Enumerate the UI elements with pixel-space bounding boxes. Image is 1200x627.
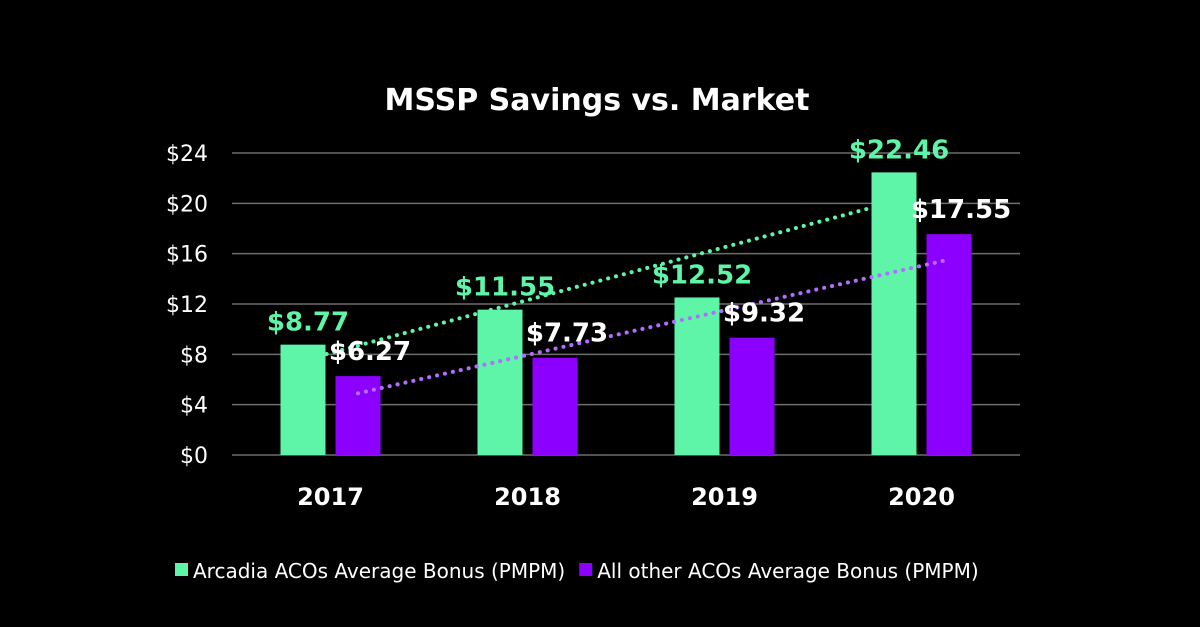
data-labels: $8.77$6.27 $11.55 $7.73 $12.52 $9.32 $22.46 $1… [267, 135, 1011, 367]
bars [280, 172, 972, 455]
y-tick-label: $24 [166, 142, 208, 167]
legend: Arcadia ACOs Average Bonus (PMPM) All oth… [175, 559, 979, 583]
legend-swatch-others [579, 563, 593, 576]
data-label-arcadia: $22.46 [849, 135, 949, 165]
bar-arcadia-2019 [674, 297, 720, 455]
y-tick-label: $4 [180, 394, 208, 419]
x-tick-label: 2019 [691, 483, 758, 511]
bar-arcadia-2020 [871, 172, 917, 455]
legend-label-arcadia: Arcadia ACOs Average Bonus (PMPM) [193, 559, 565, 583]
bar-others-2018 [532, 357, 578, 455]
y-tick-label: $12 [166, 293, 208, 318]
trendline-arcadia [301, 199, 896, 363]
bar-arcadia-2018 [477, 309, 523, 455]
data-label-arcadia: $8.77 [267, 308, 349, 338]
x-tick-label: 2020 [888, 483, 955, 511]
x-axis-ticks: 2017 2018 2019 2020 [297, 483, 955, 511]
y-tick-label: $20 [166, 192, 208, 217]
data-label-others: $6.27 [329, 337, 411, 367]
chart-title: MSSP Savings vs. Market [385, 83, 810, 118]
trendlines [301, 199, 951, 396]
bar-others-2019 [729, 337, 775, 455]
data-label-arcadia: $12.52 [652, 260, 752, 290]
data-label-others: $9.32 [723, 299, 805, 329]
x-tick-label: 2017 [297, 483, 364, 511]
y-tick-label: $0 [180, 444, 208, 469]
data-label-arcadia: $11.55 [455, 273, 555, 303]
legend-label-others: All other ACOs Average Bonus (PMPM) [597, 559, 978, 583]
data-label-others: $17.55 [911, 195, 1011, 225]
bar-others-2020 [926, 234, 972, 455]
bar-arcadia-2017 [280, 344, 326, 455]
x-tick-label: 2018 [494, 483, 561, 511]
data-label-others: $7.73 [526, 319, 608, 349]
legend-swatch-arcadia [175, 563, 188, 576]
y-axis-ticks: $0 $4 $8 $12 $16 $20 $24 [166, 142, 208, 469]
y-tick-label: $8 [180, 343, 208, 368]
y-tick-label: $16 [166, 243, 208, 268]
